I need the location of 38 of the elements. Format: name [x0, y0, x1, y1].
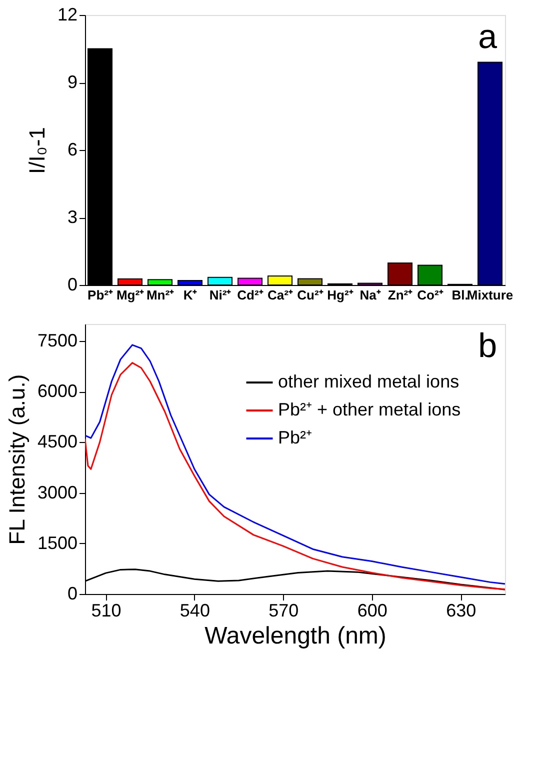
x-tick-label: Mn²⁺ — [146, 288, 175, 302]
x-tick-label: Mixture — [466, 288, 514, 302]
x-tick-label: Ca²⁺ — [268, 288, 294, 302]
x-tick-label: Pb²⁺ — [88, 288, 114, 302]
y-tick-label: 0 — [67, 274, 78, 294]
x-tick-label: 540 — [180, 600, 210, 620]
x-tick-label: Cu²⁺ — [297, 288, 324, 302]
legend-label: other mixed metal ions — [278, 372, 460, 392]
x-axis-title: Wavelength (nm) — [204, 622, 386, 650]
x-tick-label: Mg²⁺ — [116, 288, 145, 302]
y-tick-label: 1500 — [37, 532, 78, 553]
annotation: a — [478, 18, 498, 56]
y-tick-label: 9 — [67, 72, 78, 92]
y-tick-label: 3000 — [37, 482, 78, 502]
x-tick-label: Na⁺ — [360, 288, 382, 302]
y-tick-label: 12 — [57, 4, 78, 24]
y-tick-label: 0 — [67, 584, 78, 604]
y-tick-label: 6 — [67, 140, 78, 160]
x-tick-label: 630 — [446, 600, 476, 620]
x-tick-label: Cd²⁺ — [237, 288, 264, 302]
y-tick-label: 6000 — [37, 381, 78, 401]
x-tick-label: Zn²⁺ — [388, 288, 414, 302]
x-tick-label: 570 — [268, 600, 299, 620]
x-tick-label: 600 — [357, 600, 388, 620]
legend-label: Pb²⁺ + other metal ions — [278, 400, 461, 420]
y-tick-label: 7500 — [37, 330, 78, 350]
x-tick-label: Bl. — [452, 288, 468, 302]
x-tick-label: Hg²⁺ — [327, 288, 354, 302]
y-axis-title: FL Intensity (a.u.) — [4, 374, 30, 545]
x-tick-label: Ni²⁺ — [209, 288, 232, 302]
annotation: b — [478, 327, 497, 365]
y-tick-label: 3 — [67, 207, 78, 227]
y-tick-label: 4500 — [37, 432, 78, 452]
y-axis-title: I/I₀-1 — [24, 126, 50, 174]
x-tick-label: Co²⁺ — [417, 288, 444, 302]
legend-label: Pb²⁺ — [278, 428, 312, 448]
x-tick-label: K⁺ — [183, 288, 198, 302]
x-tick-label: 510 — [91, 600, 122, 620]
